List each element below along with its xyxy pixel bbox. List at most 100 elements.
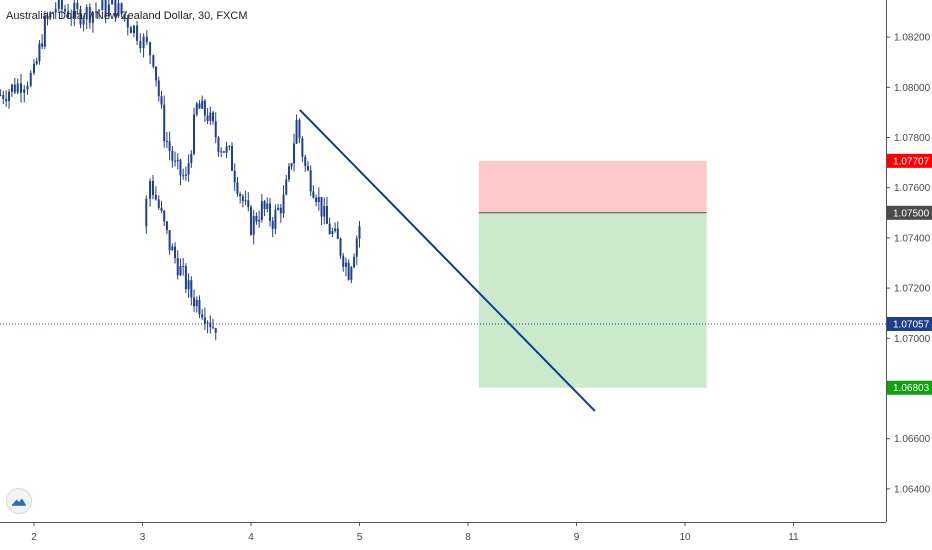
candle-body <box>91 12 94 23</box>
candle-body <box>16 83 19 93</box>
candle-body <box>57 0 60 9</box>
candle-body <box>160 207 163 211</box>
candle-body <box>51 12 54 14</box>
candle-body <box>10 84 13 92</box>
candle-body <box>184 266 187 290</box>
candle-body <box>201 314 204 318</box>
candle-body <box>82 19 85 25</box>
candle-body <box>132 25 135 34</box>
candle-body <box>255 215 258 222</box>
candle-body <box>201 100 204 109</box>
candle-body <box>298 119 301 139</box>
candle-body <box>38 43 41 62</box>
candle-body <box>236 182 239 194</box>
candle-body <box>193 297 196 307</box>
candle-body <box>152 55 155 67</box>
candle-body <box>79 8 82 25</box>
target-price-label: 1.06803 <box>893 383 930 394</box>
take-profit-zone[interactable] <box>478 212 707 388</box>
candle-body <box>2 95 5 99</box>
candle-body <box>195 103 198 115</box>
y-tick-label: 1.07600 <box>894 183 931 194</box>
candle-body <box>244 200 247 202</box>
candle-body <box>198 299 201 315</box>
candle-body <box>279 207 282 214</box>
candle-body <box>328 223 331 235</box>
candle-body <box>203 317 206 324</box>
candle-body <box>149 42 152 56</box>
candle-body <box>179 265 182 276</box>
target-price-tag <box>887 380 932 395</box>
candle-body <box>206 115 209 121</box>
candle-body <box>60 0 63 10</box>
candle-body <box>347 262 350 280</box>
x-tick-label: 9 <box>574 532 580 543</box>
y-tick-label: 1.07400 <box>894 233 931 244</box>
y-tick-label: 1.07800 <box>894 133 931 144</box>
chart-title: Australian Dollar / New Zealand Dollar, … <box>6 10 248 22</box>
candle-body <box>145 198 148 227</box>
candle-body <box>228 146 231 148</box>
candle-body <box>206 322 209 324</box>
candle-body <box>104 0 107 17</box>
candle-body <box>0 94 2 96</box>
candle-body <box>182 175 185 177</box>
candle-body <box>88 6 91 23</box>
candle-body <box>8 91 11 102</box>
candle-body <box>126 18 129 28</box>
candle-body <box>285 179 288 195</box>
x-tick-label: 4 <box>248 532 254 543</box>
candle-body <box>214 121 217 138</box>
candle-body <box>67 11 70 18</box>
candle-body <box>168 230 171 251</box>
candle-body <box>295 119 298 144</box>
candle-body <box>209 112 212 121</box>
candle-body <box>344 262 347 267</box>
candle-body <box>54 8 57 13</box>
candle-body <box>222 151 225 153</box>
candle-body <box>231 146 234 171</box>
candle-body <box>263 201 266 209</box>
candle-body <box>182 265 185 267</box>
candle-body <box>49 12 52 18</box>
y-tick-label: 1.07200 <box>894 284 931 295</box>
y-tick-label: 1.06600 <box>894 434 931 445</box>
candle-body <box>23 89 26 93</box>
trendline[interactable] <box>299 109 596 412</box>
y-tick-label: 1.08000 <box>894 83 931 94</box>
candle-body <box>212 112 215 122</box>
y-tick-label: 1.06400 <box>894 484 931 495</box>
candle-body <box>120 3 123 15</box>
x-tick-label: 8 <box>465 532 471 543</box>
candle-body <box>334 228 337 232</box>
x-tick-label: 5 <box>357 532 363 543</box>
candle-body <box>139 40 142 49</box>
candle-body <box>315 197 318 203</box>
candle-body <box>123 14 126 19</box>
candle-body <box>287 166 290 180</box>
y-tick-label: 1.07000 <box>894 334 931 345</box>
candle-body <box>174 160 177 162</box>
candle-body <box>184 174 187 176</box>
tradingview-cloud-icon[interactable] <box>6 488 32 514</box>
candle-body <box>73 2 76 18</box>
candle-body <box>233 170 236 183</box>
candle-body <box>165 221 168 231</box>
candle-body <box>76 2 79 9</box>
candle-body <box>193 114 196 154</box>
candle-body <box>98 10 101 12</box>
stop-loss-zone[interactable] <box>478 160 707 213</box>
candle-body <box>174 246 177 259</box>
candle-body <box>241 196 244 202</box>
candle-body <box>64 9 66 12</box>
candle-body <box>176 258 179 276</box>
candle-body <box>323 206 326 217</box>
candle-body <box>317 197 320 203</box>
x-tick-label: 11 <box>788 532 799 543</box>
candle-body <box>187 163 190 175</box>
candle-body <box>114 0 117 17</box>
candle-body <box>220 151 223 153</box>
entry-price-tag <box>887 205 932 220</box>
x-tick-label: 3 <box>140 532 146 543</box>
